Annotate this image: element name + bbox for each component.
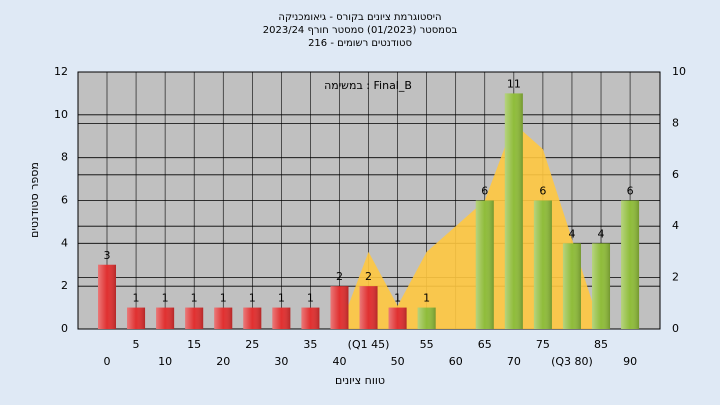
bar-shade — [156, 307, 175, 329]
bar-shade — [533, 200, 552, 329]
x-tick-label: 90 — [623, 355, 637, 368]
data-label: 1 — [133, 292, 140, 305]
data-label: 1 — [191, 292, 198, 305]
data-label: 2 — [365, 270, 372, 283]
data-label: 6 — [627, 185, 634, 198]
x-tick-label: 30 — [274, 355, 288, 368]
x-tick-label: 15 — [187, 338, 201, 351]
y-tick-label: 8 — [61, 151, 68, 164]
bar-shade — [592, 243, 611, 329]
x-tick-label: 75 — [536, 338, 550, 351]
bar-shade — [243, 307, 262, 329]
x-tick-label: 0 — [104, 355, 111, 368]
y2-tick-label: 2 — [672, 271, 679, 284]
x-tick-label: (Q1 45) — [348, 338, 390, 351]
bar-shade — [301, 307, 320, 329]
y-tick-label: 4 — [61, 236, 68, 249]
data-label: 3 — [104, 249, 111, 262]
data-label: 1 — [249, 292, 256, 305]
y-tick-label: 0 — [61, 322, 68, 335]
x-tick-label: 35 — [303, 338, 317, 351]
x-tick-label: 70 — [507, 355, 521, 368]
x-tick-label: (Q3 80) — [551, 355, 593, 368]
y2-tick-label: 0 — [672, 322, 679, 335]
data-label: 6 — [481, 185, 488, 198]
y2-tick-label: 10 — [672, 65, 686, 78]
data-label: 1 — [220, 292, 227, 305]
x-tick-label: 20 — [216, 355, 230, 368]
bar-shade — [417, 307, 436, 329]
y2-tick-label: 6 — [672, 168, 679, 181]
data-label: 1 — [278, 292, 285, 305]
x-tick-label: 85 — [594, 338, 608, 351]
data-label: 4 — [568, 227, 575, 240]
y2-tick-label: 4 — [672, 219, 679, 232]
x-axis-label: טווח ציונים — [335, 374, 385, 387]
chart-subtitle: סטודנטים רשומים - 216 — [308, 38, 412, 49]
bar-shade — [388, 307, 407, 329]
y2-tick-label: 8 — [672, 116, 679, 129]
bar-shade — [127, 307, 146, 329]
x-tick-label: 25 — [245, 338, 259, 351]
data-label: 1 — [423, 292, 430, 305]
x-tick-label: 50 — [391, 355, 405, 368]
y-tick-label: 12 — [54, 65, 68, 78]
data-label: 1 — [162, 292, 169, 305]
bar-shade — [621, 200, 640, 329]
bar-shade — [475, 200, 494, 329]
bar-shade — [272, 307, 291, 329]
chart-subtitle: בסמסטר (01/2023) סמסטר חורף 2023/24 — [263, 25, 458, 36]
bar-shade — [562, 243, 581, 329]
data-label: 2 — [336, 270, 343, 283]
bar-shade — [185, 307, 204, 329]
bar-shade — [504, 93, 523, 330]
x-tick-label: 5 — [133, 338, 140, 351]
x-tick-label: 10 — [158, 355, 172, 368]
y-tick-label: 2 — [61, 279, 68, 292]
x-tick-label: 60 — [449, 355, 463, 368]
data-label: 6 — [539, 185, 546, 198]
x-tick-label: 40 — [332, 355, 346, 368]
y-tick-label: 10 — [54, 108, 68, 121]
x-tick-label: 65 — [478, 338, 492, 351]
y-axis-label: מספר סטודנטים — [28, 162, 41, 238]
data-label: 11 — [507, 77, 521, 90]
bar-shade — [98, 264, 116, 329]
bar-shade — [214, 307, 233, 329]
data-label: 4 — [598, 227, 605, 240]
data-label: 1 — [394, 292, 401, 305]
annotation: במשימה : Final_B — [324, 79, 412, 92]
bar-shade — [330, 286, 349, 329]
y-tick-label: 6 — [61, 194, 68, 207]
bar-shade — [359, 286, 378, 329]
chart-title: היסטוגרמת ציונים בקורס - גיאומכניקה — [278, 12, 441, 23]
x-tick-label: 55 — [420, 338, 434, 351]
data-label: 1 — [307, 292, 314, 305]
